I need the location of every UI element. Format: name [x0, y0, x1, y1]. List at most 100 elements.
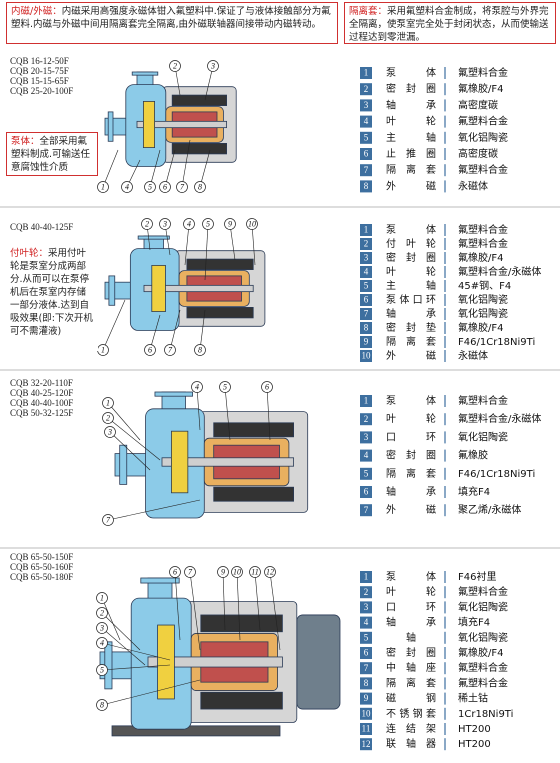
model-name: CQB 40-25-120F — [10, 388, 73, 398]
part-number-box — [360, 586, 372, 599]
model-name: CQB 65-50-160F — [10, 562, 73, 572]
callout-circle — [224, 218, 236, 230]
part-number-box — [360, 336, 372, 348]
leader-line — [149, 149, 161, 188]
leader-line — [269, 571, 281, 651]
callout-circle — [183, 218, 195, 230]
part-material: 氧化铝陶瓷 — [458, 293, 508, 306]
callout-circle — [96, 637, 108, 649]
callout-number: 1 — [101, 182, 105, 191]
part-number: 2 — [364, 414, 369, 424]
part-number-box — [360, 67, 372, 79]
part-number-box — [360, 131, 372, 144]
part-number-box — [360, 631, 372, 644]
leader-line — [181, 139, 191, 188]
part-name: 泵体 — [386, 224, 436, 236]
part-number-box — [360, 467, 372, 480]
part-material: 氟塑料合金/永磁体 — [458, 265, 541, 278]
part-material: 氧化铝陶瓷 — [458, 631, 508, 644]
part-number: 10 — [362, 351, 372, 361]
leader-line — [196, 386, 201, 431]
part-number: 8 — [364, 181, 369, 191]
part-material: 氟塑料合金/永磁体 — [458, 412, 541, 425]
part-number: 1 — [364, 572, 369, 582]
leader-line — [101, 612, 141, 651]
callout-number: 2 — [106, 413, 110, 422]
callout-circle — [102, 514, 114, 526]
part-number-box — [360, 294, 372, 306]
outlet-flange — [154, 391, 193, 397]
part-material: 氟橡胶 — [458, 449, 488, 462]
note-text: 内磁采用高强度永磁体钳入氟塑料中.保证了与液体接触部分为氟塑料.内磁与外磁中间用… — [11, 6, 331, 30]
leader-line — [266, 386, 271, 441]
note-label: 内磁/外磁： — [11, 6, 62, 17]
part-material: 永磁体 — [458, 179, 488, 192]
leader-line — [102, 149, 119, 188]
callout-number: 2 — [145, 219, 149, 228]
leader-line — [169, 309, 181, 351]
inlet-flange — [104, 641, 113, 690]
model-name: CQB 40-40-100F — [10, 398, 73, 408]
part-name: 叶轮 — [386, 585, 436, 598]
note-label: 泵体： — [11, 136, 40, 147]
part-material: 高密度碳 — [458, 98, 498, 111]
model-name: CQB 32-20-110F — [10, 378, 73, 388]
callout-circle — [249, 566, 261, 578]
outer-magnet — [186, 258, 254, 271]
part-material: 氟橡胶/F4 — [458, 251, 503, 264]
callout-circle — [96, 622, 108, 634]
model-name: CQB 50-32-125F — [10, 408, 73, 418]
part-number: 7 — [364, 165, 369, 175]
part-number: 1 — [364, 225, 369, 235]
part-number-box — [360, 647, 372, 659]
part-number-box — [360, 148, 372, 160]
outer-magnet — [200, 691, 283, 710]
callout-number: 3 — [210, 61, 215, 70]
leader-line — [204, 223, 209, 281]
part-name: 隔离套 — [386, 467, 436, 480]
part-number: 3 — [364, 602, 369, 612]
pump-base — [111, 725, 281, 737]
part-material: 聚乙烯/永磁体 — [458, 503, 521, 516]
part-number-box — [360, 252, 372, 264]
callout-circle — [96, 699, 108, 711]
note-box: 隔离套：采用氟塑料合金制成，将泵腔与外界完全隔离，使泵室完全处于封闭状态，从而使… — [344, 2, 556, 44]
part-name: 主轴 — [386, 279, 436, 292]
callout-circle — [96, 592, 108, 604]
leader-line — [224, 386, 231, 441]
callout-circle — [141, 218, 153, 230]
part-number: 3 — [364, 253, 369, 263]
outer-magnet — [200, 614, 283, 633]
impeller — [157, 624, 175, 700]
part-material: 填充F4 — [458, 485, 490, 498]
part-name: 叶轮 — [386, 115, 436, 128]
part-material: 高密度碳 — [458, 147, 498, 160]
callout-number: 2 — [173, 61, 177, 70]
callout-number: 4 — [187, 219, 191, 228]
part-number: 12 — [362, 739, 371, 749]
note-box: 泵体：全部采用氟塑料制成.可输送任意腐蚀性介质 — [6, 132, 98, 176]
part-name: 隔离套 — [386, 163, 436, 176]
part-number: 2 — [364, 239, 369, 249]
part-material: 氧化铝陶瓷 — [458, 307, 508, 320]
part-material: 氟塑料合金 — [458, 394, 508, 407]
part-name: 轴承 — [386, 485, 436, 498]
part-number-box — [360, 662, 372, 675]
part-number: 3 — [364, 100, 369, 110]
part-name: 轴 — [406, 631, 416, 644]
callout-circle — [164, 344, 176, 356]
model-name: CQB 25-20-100F — [10, 86, 73, 96]
leader-line — [101, 627, 146, 666]
part-name: 密封圈 — [386, 82, 436, 95]
leader-line — [222, 571, 226, 631]
part-number-box — [360, 395, 372, 407]
part-number-box — [360, 308, 372, 320]
callout-circle — [121, 181, 133, 193]
callout-number: 7 — [106, 515, 111, 524]
part-number: 4 — [364, 267, 369, 277]
part-material: 稀土钴 — [458, 692, 488, 705]
part-number-box — [360, 431, 372, 444]
shaft — [161, 457, 295, 467]
callout-number: 1 — [106, 398, 110, 407]
